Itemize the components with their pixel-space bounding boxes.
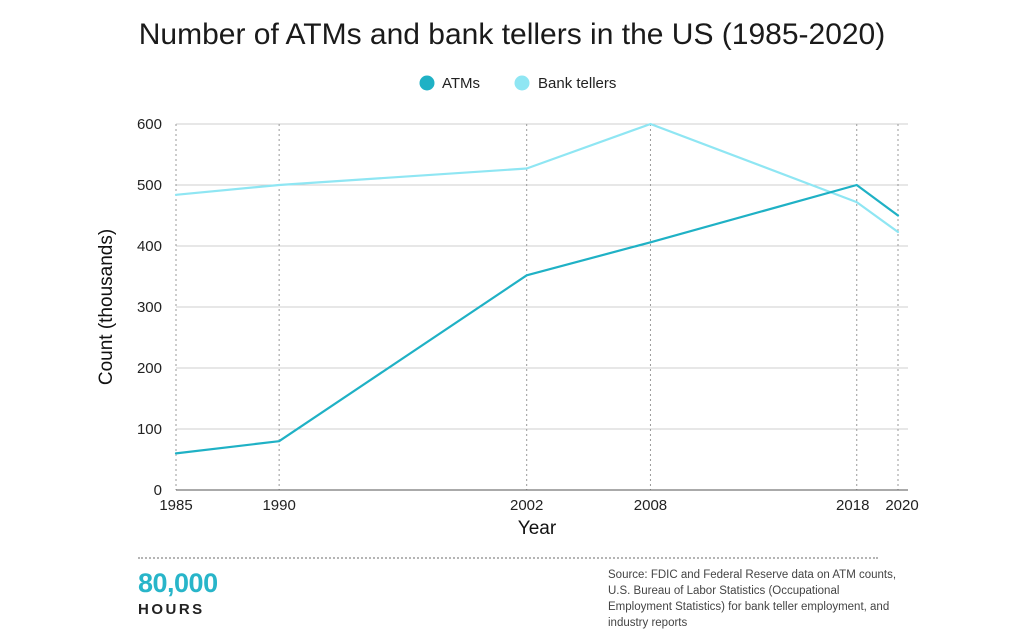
brand-logo: 80,000 HOURS: [138, 568, 218, 619]
y-tick-label: 400: [137, 238, 162, 255]
legend-label-bank-tellers: Bank tellers: [538, 75, 616, 92]
y-tick-label: 500: [137, 177, 162, 194]
y-tick-label: 600: [137, 116, 162, 133]
footer-divider: [138, 557, 878, 559]
series-layer: [174, 122, 900, 455]
y-axis-title: Count (thousands): [96, 229, 117, 385]
x-tick-label: 2018: [836, 497, 869, 514]
legend-marker-atms: [419, 75, 435, 91]
x-tick-label: 2008: [634, 497, 667, 514]
logo-number: 80,000: [138, 568, 218, 598]
legend-label-atms: ATMs: [442, 75, 480, 92]
legend: ATMs Bank tellers: [419, 75, 616, 92]
x-tick-label: 2002: [510, 497, 543, 514]
y-tick-label: 300: [137, 299, 162, 316]
line-chart: ATMs Bank tellers 0 100 200 300 400 500 600 1985…: [96, 75, 919, 539]
chart-axes: 0 100 200 300 400 500 600 1985 1990 2002 2008 2018 2…: [96, 116, 919, 539]
y-tick-label: 200: [137, 360, 162, 377]
y-tick-label: 100: [137, 421, 162, 438]
x-tick-label: 1985: [159, 497, 192, 514]
x-axis-title: Year: [518, 518, 557, 539]
series-line-atms: [174, 183, 900, 455]
x-tick-label: 2020: [885, 497, 918, 514]
source-note: Source: FDIC and Federal Reserve data on…: [608, 569, 897, 629]
series-line-bank-tellers: [174, 122, 900, 234]
y-tick-label: 0: [154, 482, 162, 499]
x-tick-label: 1990: [262, 497, 295, 514]
legend-marker-bank-tellers: [514, 75, 530, 91]
chart-title: Number of ATMs and bank tellers in the U…: [138, 18, 886, 51]
logo-word: HOURS: [138, 601, 205, 618]
